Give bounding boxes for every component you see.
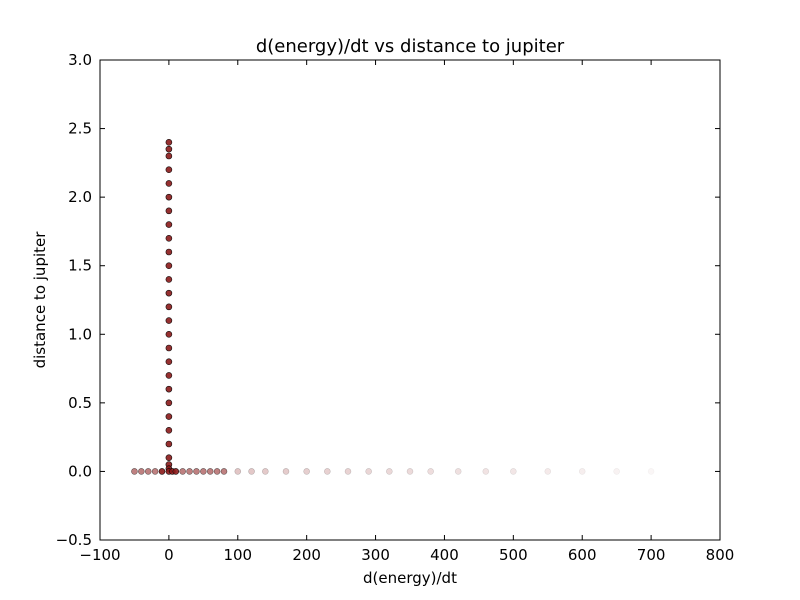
x-tick-label: −100 bbox=[79, 546, 120, 564]
scatter-point bbox=[165, 276, 173, 283]
scatter-point bbox=[165, 385, 173, 393]
scatter-point bbox=[165, 193, 173, 201]
y-tick-label: −0.5 bbox=[56, 531, 92, 549]
plot-area bbox=[100, 60, 720, 540]
scatter-point bbox=[165, 303, 173, 311]
x-tick-label: 200 bbox=[292, 546, 321, 564]
scatter-point bbox=[482, 468, 490, 475]
scatter-point bbox=[138, 468, 145, 475]
scatter-point bbox=[193, 468, 200, 475]
scatter-point bbox=[151, 468, 159, 475]
scatter-point bbox=[165, 399, 173, 407]
chart-title: d(energy)/dt vs distance to jupiter bbox=[256, 36, 565, 57]
scatter-point bbox=[165, 344, 173, 352]
scatter-point bbox=[165, 262, 173, 270]
scatter-point bbox=[165, 317, 173, 324]
scatter-point bbox=[165, 372, 173, 379]
scatter-point bbox=[165, 234, 173, 242]
scatter-point bbox=[165, 221, 173, 228]
y-tick-label: 0.0 bbox=[68, 462, 92, 480]
scatter-point bbox=[165, 166, 173, 174]
x-tick-label: 300 bbox=[361, 546, 390, 564]
scatter-point bbox=[165, 207, 173, 215]
scatter-point bbox=[165, 145, 173, 153]
scatter-point bbox=[406, 468, 414, 475]
scatter-point bbox=[213, 468, 221, 475]
scatter-point bbox=[165, 454, 173, 462]
scatter-point bbox=[248, 468, 255, 475]
scatter-point bbox=[647, 468, 655, 475]
x-tick-label: 800 bbox=[706, 546, 735, 564]
scatter-point bbox=[165, 358, 173, 366]
y-tick-label: 2.0 bbox=[68, 188, 92, 206]
scatter-point bbox=[165, 330, 173, 338]
scatter-point bbox=[454, 468, 462, 475]
data-points bbox=[131, 138, 655, 475]
scatter-point bbox=[234, 468, 242, 475]
y-tick-label: 0.5 bbox=[68, 394, 92, 412]
scatter-point bbox=[324, 468, 331, 475]
scatter-point bbox=[165, 152, 173, 160]
x-tick-label: 400 bbox=[430, 546, 459, 564]
y-tick-label: 2.5 bbox=[68, 120, 92, 138]
scatter-point bbox=[165, 289, 173, 297]
scatter-point bbox=[386, 468, 393, 475]
scatter-point bbox=[262, 468, 269, 475]
x-tick-label: 100 bbox=[223, 546, 252, 564]
y-tick-label: 1.5 bbox=[68, 257, 92, 275]
y-tick-label: 1.0 bbox=[68, 325, 92, 343]
axis-ticks: −100 0 100 200 300 400 500 600 700 800 −0.5 0.0 0.5 1… bbox=[56, 51, 735, 564]
scatter-point bbox=[131, 468, 138, 475]
scatter-point bbox=[165, 440, 173, 448]
scatter-point bbox=[613, 468, 620, 475]
scatter-point bbox=[158, 468, 166, 475]
scatter-point bbox=[282, 468, 290, 475]
y-tick-label: 3.0 bbox=[68, 51, 92, 69]
scatter-point bbox=[165, 413, 173, 420]
x-tick-label: 500 bbox=[499, 546, 528, 564]
scatter-point bbox=[544, 468, 552, 475]
scatter-point bbox=[172, 468, 180, 475]
scatter-point bbox=[303, 468, 310, 475]
scatter-point bbox=[165, 426, 173, 434]
scatter-point bbox=[179, 468, 186, 475]
y-axis-label: distance to jupiter bbox=[31, 231, 49, 369]
scatter-point bbox=[186, 468, 193, 475]
plot-frame bbox=[99, 59, 721, 541]
scatter-point bbox=[427, 468, 434, 475]
scatter-point bbox=[165, 248, 173, 256]
scatter-point bbox=[165, 138, 173, 146]
scatter-point bbox=[200, 468, 207, 475]
scatter-point bbox=[510, 468, 517, 475]
scatter-point bbox=[365, 468, 372, 475]
x-axis-label: d(energy)/dt bbox=[363, 569, 457, 587]
scatter-point bbox=[206, 468, 214, 475]
scatter-point bbox=[578, 468, 586, 475]
scatter-point bbox=[344, 468, 352, 475]
x-tick-label: 0 bbox=[164, 546, 174, 564]
x-tick-label: 700 bbox=[637, 546, 666, 564]
scatter-point bbox=[144, 468, 152, 475]
x-tick-label: 600 bbox=[568, 546, 597, 564]
scatter-point bbox=[220, 468, 228, 475]
scatter-point bbox=[165, 180, 173, 187]
